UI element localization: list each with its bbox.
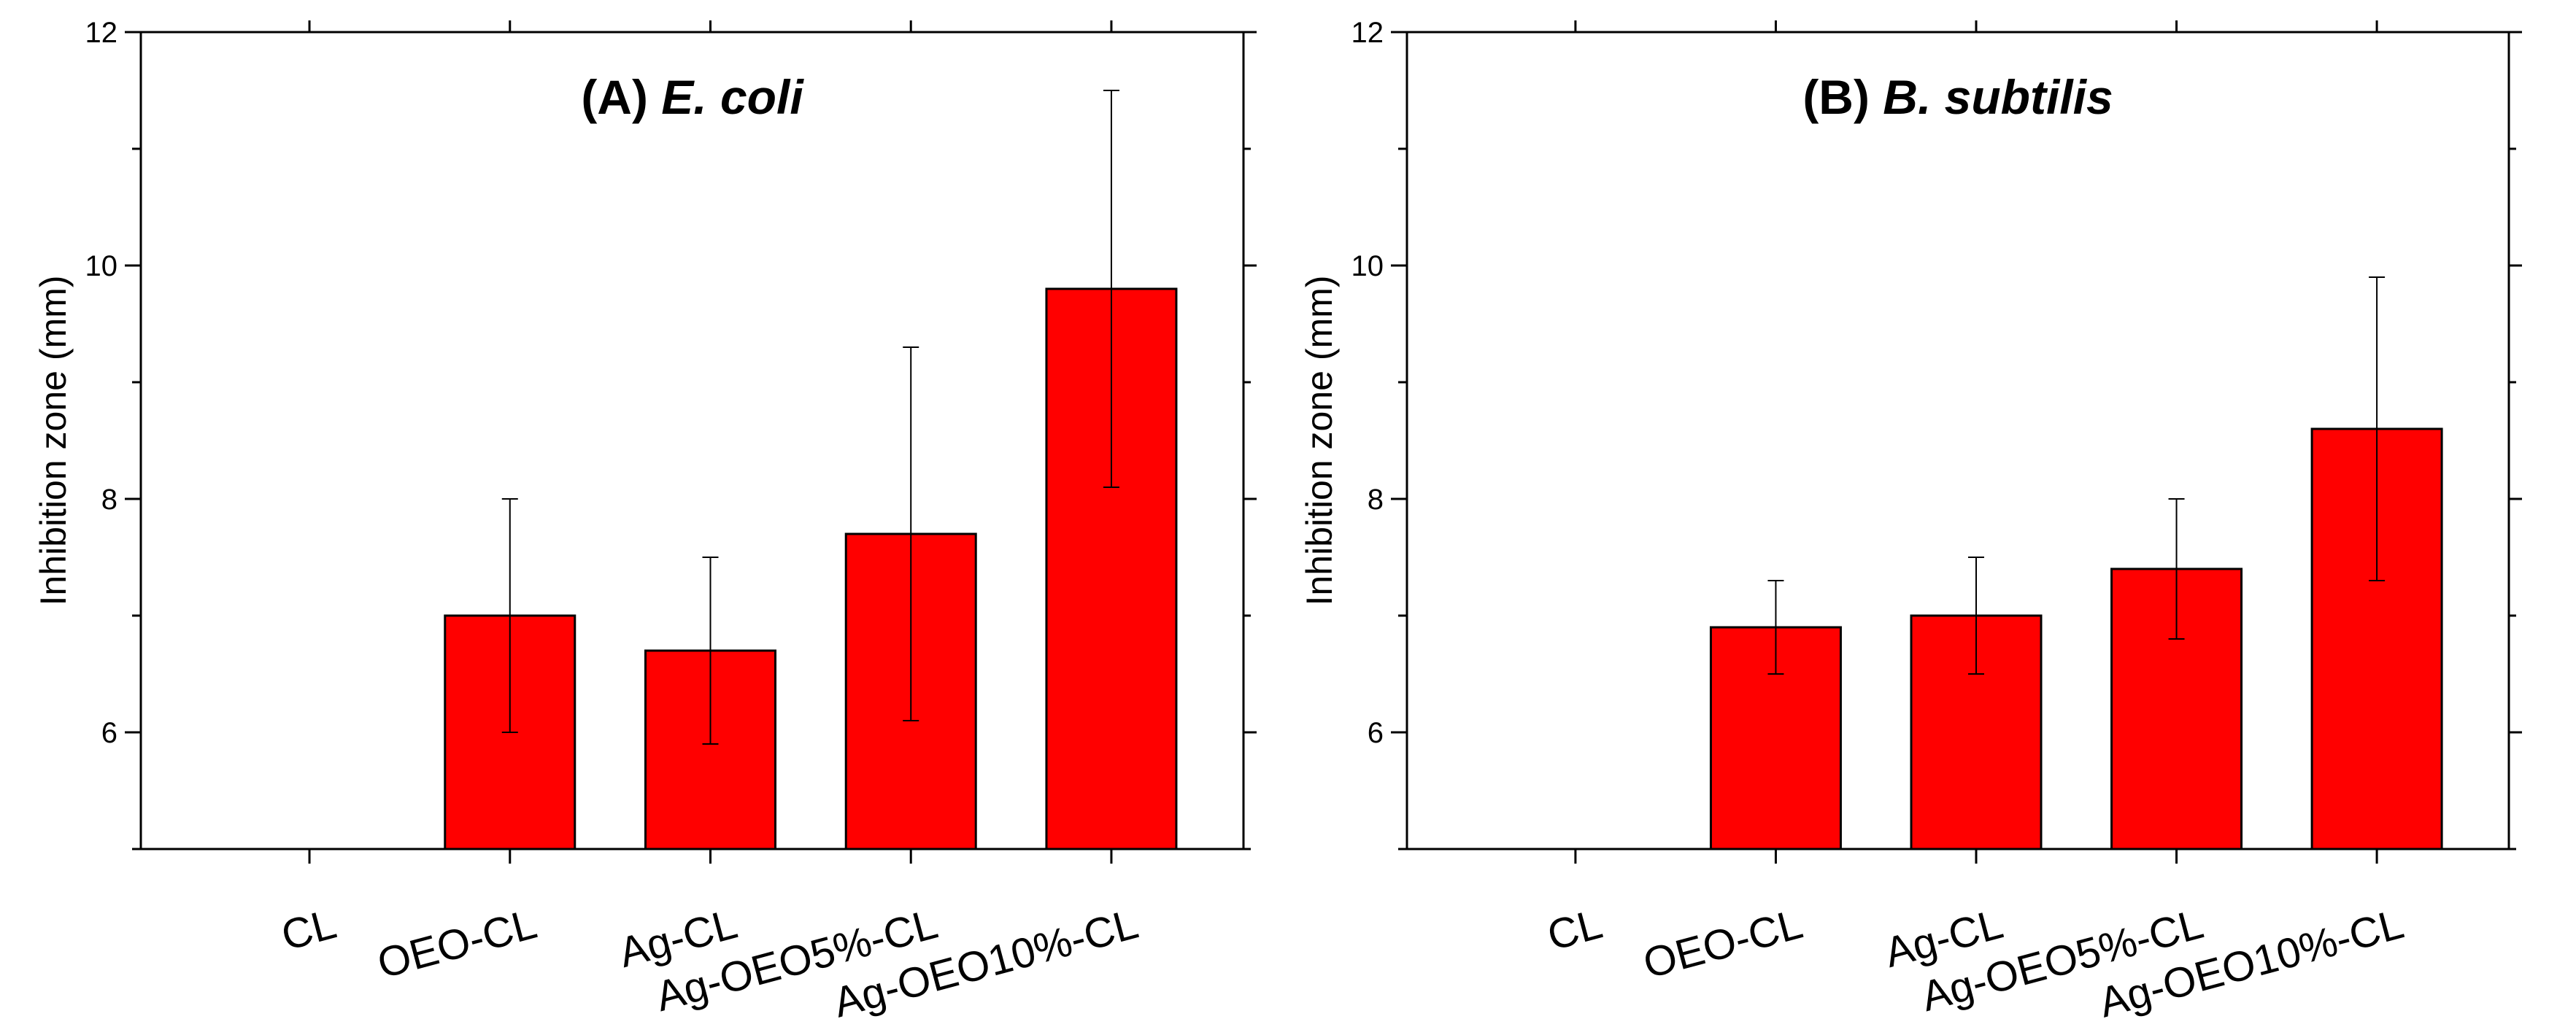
y-tick-label: 6 <box>1368 717 1384 749</box>
category-label: CL <box>1543 900 1607 960</box>
y-tick-label: 8 <box>101 484 117 516</box>
y-axis-label: Inhibition zone (mm) <box>33 276 74 606</box>
y-tick-label: 12 <box>85 17 118 49</box>
y-tick-label: 12 <box>1351 17 1384 49</box>
y-tick-label: 10 <box>1351 250 1384 282</box>
category-label: OEO-CL <box>373 900 542 988</box>
title-organism: E. coli <box>661 70 804 124</box>
category-label: OEO-CL <box>1638 900 1808 988</box>
plot-frame <box>1405 31 2510 850</box>
title-panel-prefix: (A) <box>581 70 661 124</box>
title-panel-prefix: (B) <box>1802 70 1883 124</box>
chart-title: (B) B. subtilis <box>1802 70 2113 124</box>
y-axis-label: Inhibition zone (mm) <box>1299 276 1340 606</box>
category-label: CL <box>277 900 341 960</box>
y-tick-label: 10 <box>85 250 118 282</box>
y-tick-label: 6 <box>101 717 117 749</box>
plot-frame <box>139 31 1245 850</box>
chart-title: (A) E. coli <box>581 70 804 124</box>
y-tick-label: 8 <box>1368 484 1384 516</box>
title-organism: B. subtilis <box>1883 70 2113 124</box>
